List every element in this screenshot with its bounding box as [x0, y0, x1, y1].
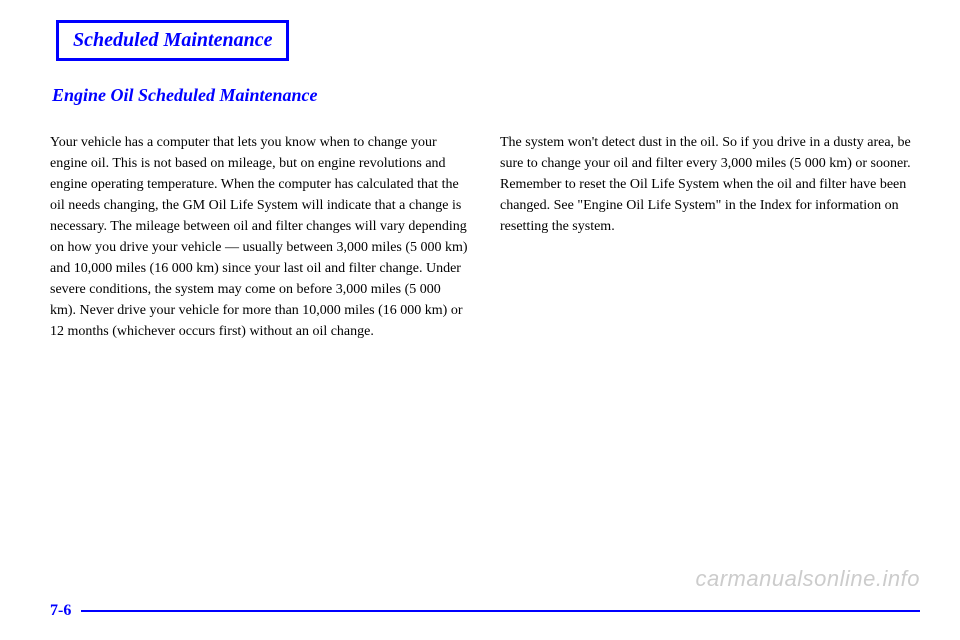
page-footer: 7-6 — [50, 602, 920, 620]
page-number: 7-6 — [50, 602, 71, 620]
title-box-text: Scheduled Maintenance — [73, 29, 272, 51]
right-column: The system won't detect dust in the oil.… — [500, 118, 920, 356]
section-heading: Engine Oil Scheduled Maintenance — [52, 85, 920, 106]
left-column: Your vehicle has a computer that lets yo… — [50, 118, 470, 356]
watermark-text: carmanualsonline.info — [695, 566, 920, 592]
right-paragraph: The system won't detect dust in the oil.… — [500, 132, 920, 237]
title-box: Scheduled Maintenance — [56, 20, 289, 61]
body-columns: Your vehicle has a computer that lets yo… — [50, 118, 920, 356]
footer-rule — [81, 610, 920, 612]
left-paragraph: Your vehicle has a computer that lets yo… — [50, 132, 470, 342]
manual-page: Scheduled Maintenance Engine Oil Schedul… — [0, 0, 960, 640]
